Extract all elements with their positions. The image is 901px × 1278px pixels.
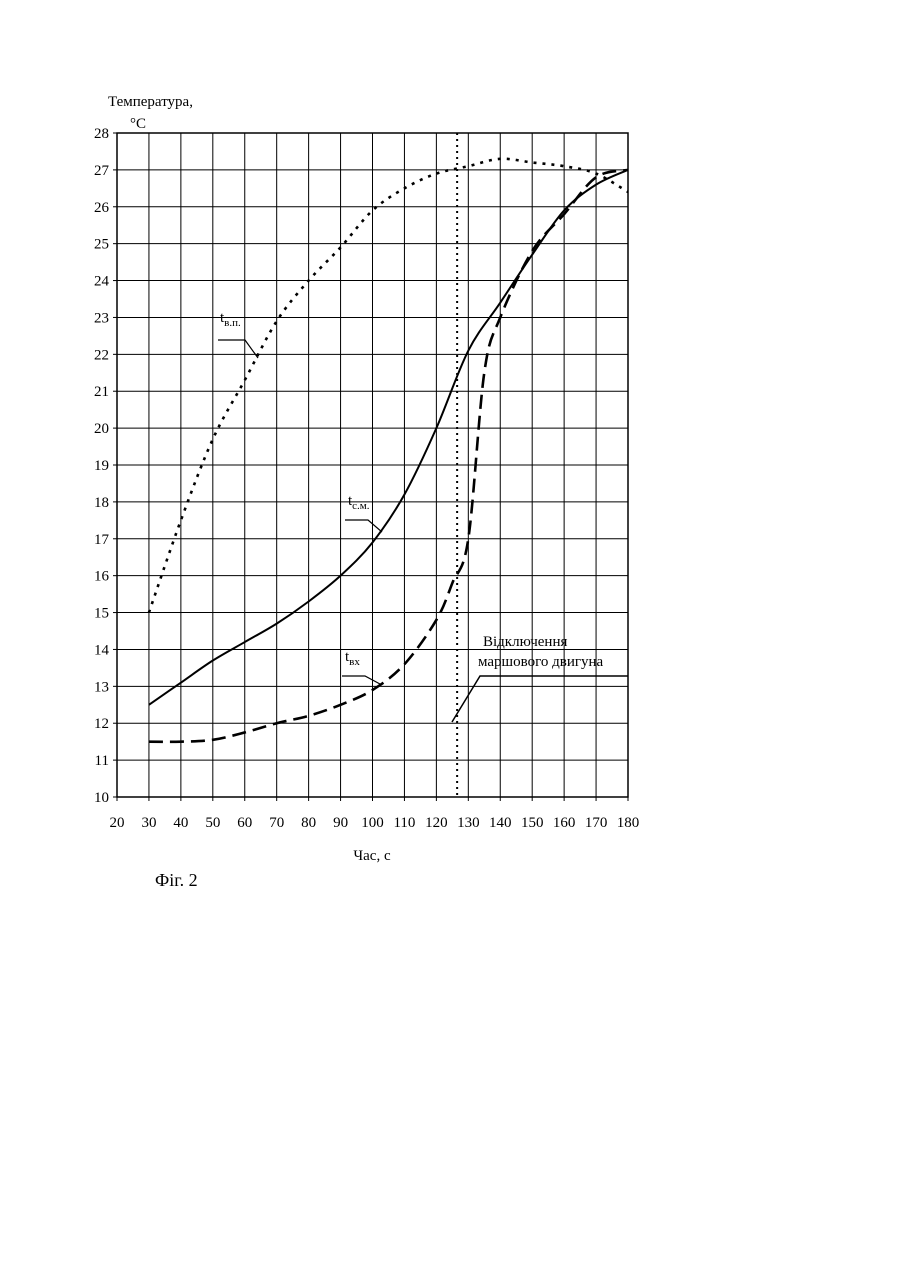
y-tick-label: 25 [94, 237, 109, 253]
y-tick-label: 19 [94, 458, 109, 474]
x-tick-label: 70 [269, 815, 284, 831]
y-tick-label: 13 [94, 679, 109, 695]
label-leader [345, 520, 382, 532]
y-tick-label: 10 [94, 790, 109, 806]
page: Температура, °С Час, с Фіг. 2 10 11 12 13 14… [0, 0, 901, 1278]
y-tick-label: 24 [94, 274, 110, 290]
x-tick-label: 60 [237, 815, 252, 831]
series-line [149, 159, 628, 613]
x-tick-label: 130 [457, 815, 480, 831]
label-leader [342, 676, 380, 684]
y-axis-label: Температура, [108, 94, 193, 110]
x-tick-label: 180 [617, 815, 640, 831]
series-label: tв.п. [220, 310, 241, 329]
event-label: Відключення [483, 634, 567, 650]
x-tick-label: 30 [141, 815, 156, 831]
leader-line [452, 676, 628, 722]
chart: Температура, °С Час, с Фіг. 2 10 11 12 13 14… [0, 0, 901, 1273]
y-tick-label: 27 [94, 163, 110, 179]
x-tick-label: 160 [553, 815, 576, 831]
series-line [149, 170, 628, 705]
x-tick-label: 100 [361, 815, 384, 831]
label-leader [218, 340, 258, 358]
x-tick-label: 20 [110, 815, 125, 831]
event-label: маршового двигуна [478, 654, 604, 670]
x-tick-label: 110 [393, 815, 415, 831]
x-tick-label: 50 [205, 815, 220, 831]
y-tick-label: 11 [95, 753, 109, 769]
y-tick-label: 28 [94, 126, 109, 142]
x-tick-label: 120 [425, 815, 448, 831]
x-tick-label: 150 [521, 815, 544, 831]
y-axis-unit: °С [130, 116, 146, 132]
x-tick-label: 140 [489, 815, 512, 831]
y-tick-label: 20 [94, 421, 109, 437]
x-axis-label: Час, с [353, 848, 391, 864]
y-tick-label: 22 [94, 347, 109, 363]
y-tick-label: 26 [94, 200, 110, 216]
y-tick-label: 17 [94, 532, 110, 548]
x-tick-label: 170 [585, 815, 608, 831]
y-tick-label: 18 [94, 495, 109, 511]
caption: Фіг. 2 [155, 870, 198, 890]
y-tick-label: 23 [94, 310, 109, 326]
series-label: tс.м. [348, 493, 370, 512]
y-tick-label: 14 [94, 642, 110, 658]
x-tick-label: 40 [173, 815, 188, 831]
y-tick-label: 21 [94, 384, 109, 400]
x-tick-label: 80 [301, 815, 316, 831]
y-tick-label: 15 [94, 606, 109, 622]
series-label: tвх [345, 649, 360, 668]
y-tick-label: 12 [94, 716, 109, 732]
x-tick-label: 90 [333, 815, 348, 831]
y-tick-label: 16 [94, 569, 110, 585]
